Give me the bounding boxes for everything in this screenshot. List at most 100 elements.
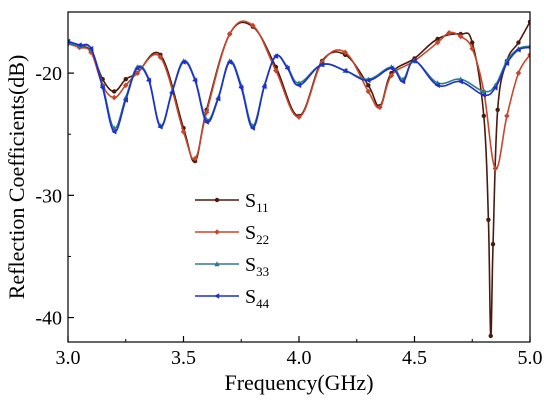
series-s44: [68, 38, 530, 135]
x-tick-label: 4.0: [287, 347, 312, 369]
data-point-s22: [377, 104, 383, 111]
data-point-s11: [435, 36, 440, 42]
y-tick-label: -20: [35, 63, 62, 85]
data-point-s44: [180, 59, 186, 65]
data-point-s44: [515, 47, 521, 53]
data-point-s11: [366, 83, 371, 88]
data-point-s22: [342, 49, 348, 56]
legend-item-s11: S11: [195, 190, 269, 215]
legend-label-main: S: [245, 254, 256, 276]
data-point-s22: [192, 155, 198, 162]
data-point-s44: [157, 124, 163, 130]
legend-label: S22: [245, 222, 269, 247]
data-point-s44: [284, 65, 290, 71]
data-point-s11: [490, 242, 496, 247]
series-line-s22: [68, 20, 530, 170]
data-point-s44: [481, 92, 486, 98]
data-point-s22: [122, 82, 129, 89]
x-tick-label: 5.0: [518, 347, 543, 369]
x-tick-label: 4.5: [402, 347, 427, 369]
data-point-s22: [457, 33, 464, 40]
data-point-s44: [169, 89, 175, 96]
data-point-s11: [470, 40, 475, 45]
data-point-s11: [495, 107, 500, 112]
data-point-s44: [296, 82, 302, 89]
data-point-s44: [215, 96, 221, 102]
axes: 3.0 3.5 4.0 4.5 5.0 -20 -30 -40 Frequency(GHz) Re…: [4, 11, 543, 395]
legend-swatch-marker: [214, 261, 220, 267]
data-point-s33: [481, 88, 487, 94]
data-point-s22: [296, 114, 302, 120]
data-point-s22: [365, 88, 372, 95]
data-point-s44: [458, 78, 463, 85]
data-point-s22: [446, 29, 452, 36]
data-point-s44: [434, 82, 440, 89]
data-point-s22: [134, 70, 141, 76]
data-point-s22: [469, 45, 476, 52]
data-point-s44: [400, 78, 406, 85]
data-point-s22: [111, 94, 117, 101]
data-point-s44: [146, 77, 152, 84]
data-point-s44: [365, 77, 371, 84]
plot-area: [68, 19, 530, 339]
data-point-s44: [261, 83, 267, 90]
y-tick-label: -40: [35, 308, 62, 330]
data-point-s44: [411, 58, 417, 64]
data-point-s44: [319, 61, 325, 68]
legend-label-main: S: [245, 222, 256, 244]
data-point-s22: [226, 31, 233, 37]
legend-swatch-marker: [214, 229, 220, 235]
data-point-s44: [227, 59, 232, 65]
data-point-s44: [192, 77, 198, 84]
data-point-s44: [504, 60, 510, 67]
series-group: [68, 19, 530, 339]
series-line-s44: [68, 40, 530, 133]
data-point-s22: [180, 128, 187, 135]
legend-label-sub: 44: [256, 296, 270, 311]
legend-item-s22: S22: [195, 222, 269, 247]
data-point-s22: [492, 165, 499, 172]
data-point-s11: [516, 40, 521, 45]
data-point-s11: [486, 217, 491, 222]
legend-label: S33: [245, 254, 269, 279]
data-point-s44: [388, 65, 394, 71]
legend-label: S11: [245, 190, 269, 215]
data-point-s22: [504, 113, 510, 119]
data-point-s22: [515, 70, 522, 76]
data-point-s44: [99, 85, 105, 91]
legend-label-sub: 22: [256, 232, 269, 247]
data-point-s44: [492, 85, 498, 91]
legend-label-main: S: [245, 190, 256, 212]
legend-label-main: S: [245, 286, 256, 308]
data-point-s44: [527, 45, 530, 49]
data-point-s11: [112, 89, 117, 94]
data-point-s44: [134, 65, 140, 71]
data-point-s44: [123, 97, 128, 103]
x-tick-label: 3.5: [171, 347, 196, 369]
y-axis-title: Reflection Coefficients(dB): [4, 55, 29, 300]
series-s22: [68, 20, 530, 172]
data-point-s44: [203, 119, 209, 125]
data-point-s11: [123, 77, 128, 82]
legend-item-s33: S33: [195, 254, 269, 279]
legend-item-s44: S44: [195, 286, 270, 311]
data-point-s22: [157, 54, 164, 61]
legend-swatch-marker: [214, 293, 220, 299]
data-point-s44: [273, 53, 279, 59]
legend-swatch-marker: [214, 197, 220, 203]
data-point-s22: [203, 109, 210, 116]
data-point-s22: [527, 51, 530, 58]
data-point-s22: [388, 72, 395, 79]
legend-label-sub: 11: [256, 200, 269, 215]
y-tick-label: -30: [35, 185, 62, 207]
data-point-s44: [111, 129, 117, 135]
x-axis-title: Frequency(GHz): [224, 370, 373, 395]
data-point-s11: [488, 333, 493, 339]
data-point-s22: [434, 39, 441, 46]
data-point-s22: [273, 67, 279, 74]
data-point-s44: [342, 67, 348, 74]
data-point-s44: [88, 45, 94, 52]
data-point-s44: [238, 85, 244, 91]
